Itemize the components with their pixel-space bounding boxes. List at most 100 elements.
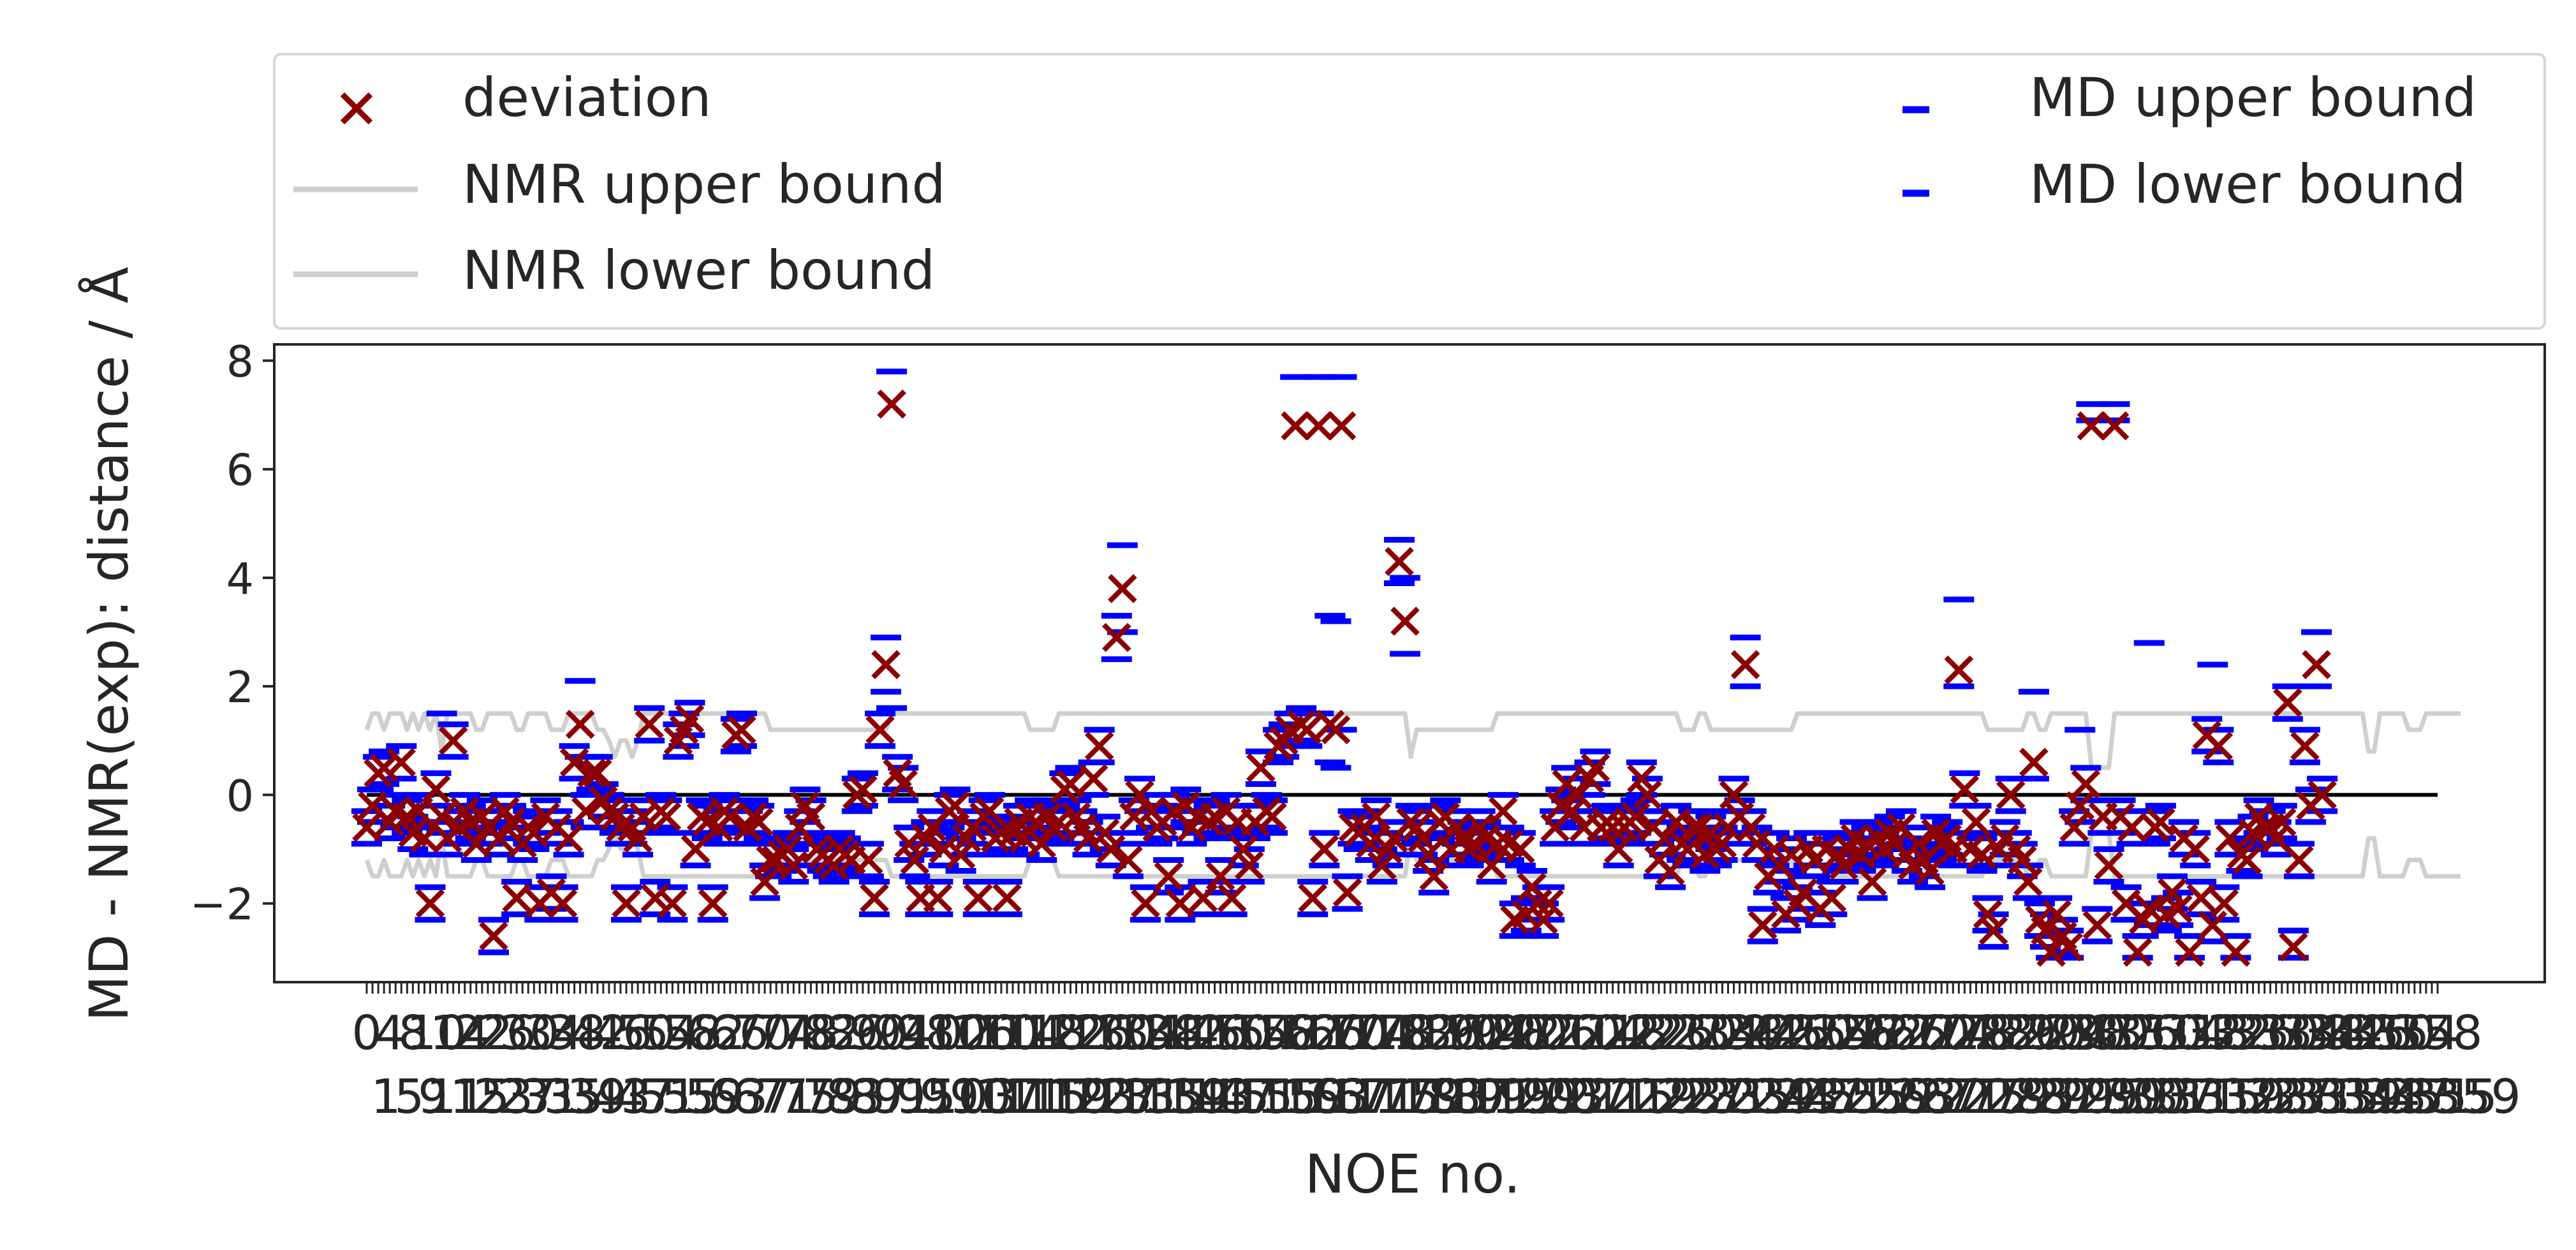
deviation-point [900,845,930,875]
x-tick-label: 239 [1726,1070,1816,1124]
x-tick-label: 54 [639,1006,699,1061]
deviation-point [1281,411,1311,441]
deviation-point-stroke [1621,802,1651,832]
x-tick-label: 302 [2067,1006,2157,1061]
deviation-point-stroke [1327,411,1357,441]
deviation-point-stroke [427,802,457,832]
deviation-point [992,883,1022,913]
deviation-point-stroke [681,834,710,864]
deviation-point [629,802,658,832]
deviation-point [2134,894,2164,923]
deviation-point-stroke [1633,780,1662,810]
x-tick-label: 155 [1233,1070,1323,1124]
deviation-point-stroke [2204,731,2234,761]
x-axis: 0481014222630343842465054586266707478828… [351,982,2521,1124]
x-tick-label: 190 [1415,1006,1505,1061]
deviation-point [1707,829,1737,858]
deviation-point [2146,807,2175,837]
x-tick-label: 0 [351,1006,381,1061]
x-tick-label: 26 [476,1006,536,1061]
x-tick-label: 51 [638,1070,698,1124]
deviation-point [2181,834,2210,864]
deviation-point-stroke [1361,802,1391,832]
deviation-point [2279,932,2308,962]
x-tick-label: 215 [1586,1070,1675,1124]
deviation-point [1010,823,1039,853]
deviation-point [1967,840,1997,869]
deviation-point-stroke [1154,862,1184,891]
deviation-point-stroke [554,823,584,853]
deviation-point-stroke [1788,878,1818,908]
deviation-point-stroke [398,818,428,848]
deviation-point-stroke [1603,834,1633,864]
x-tick-label: 22 [453,1006,513,1061]
deviation-point [1419,862,1449,891]
x-tick-label: 126 [1043,1006,1133,1061]
x-tick-label: 278 [1927,1006,2017,1061]
deviation-point-stroke [2082,910,2112,940]
deviation-point-stroke [652,802,682,832]
x-tick-label: 59 [684,1070,744,1124]
deviation-point-stroke [2232,845,2262,875]
deviation-point-stroke [1950,775,1980,804]
deviation-point [2019,747,2049,777]
x-tick-label: 50 [616,1006,676,1061]
x-tick-label: 30 [499,1006,559,1061]
deviation-point-stroke [2123,938,2153,967]
deviation-point [1205,862,1235,891]
deviation-point-stroke [600,802,629,832]
deviation-point-stroke [381,797,411,826]
x-tick-label: 83 [825,1070,885,1124]
deviation-point-stroke [1887,812,1916,842]
deviation-point [923,883,953,913]
deviation-point [1298,883,1328,913]
x-tick-label: 271 [1914,1070,2004,1124]
deviation-point-stroke [1707,829,1737,858]
deviation-point-stroke [2285,845,2314,875]
deviation-point-stroke [1563,780,1593,810]
x-tick-label: 247 [1773,1070,1863,1124]
deviation-point [640,883,670,913]
deviation-point-stroke [1748,910,1777,940]
deviation-point [352,812,381,842]
deviation-point-stroke [2059,812,2089,842]
deviation-point-stroke [1684,812,1714,842]
deviation-point-stroke [871,650,901,679]
deviation-point [1188,883,1218,913]
deviation-point [1154,862,1184,891]
x-tick-label: 315 [2172,1070,2262,1124]
deviation-point-stroke [1448,823,1478,853]
x-tick-label: 335 [2290,1070,2380,1124]
deviation-point-stroke [623,823,652,853]
deviation-point-stroke [894,829,924,858]
x-tick-label: 338 [2276,1006,2366,1061]
deviation-point-stroke [2267,807,2297,837]
deviation-point [1258,802,1287,832]
deviation-point-stroke [496,807,526,837]
deviation-point [888,769,918,799]
deviation-point [409,823,439,853]
deviation-point-stroke [1027,829,1057,858]
deviation-point [1096,834,1126,864]
deviation-point-stroke [369,753,399,783]
x-tick-label: 4 [375,1006,405,1061]
x-tick-label: 234 [1671,1006,1761,1061]
deviation-point-stroke [1546,791,1576,821]
deviation-point-stroke [2273,688,2302,717]
x-tick-label: 78 [779,1006,839,1061]
deviation-point [496,807,526,837]
deviation-point-stroke [1736,812,1766,842]
deviation-point [2036,938,2066,967]
deviation-point [1523,888,1552,918]
x-tick-label: 195 [1468,1070,1558,1124]
deviation-point-stroke [548,888,578,918]
x-tick-label: 42 [570,1006,629,1061]
x-tick-label: 226 [1624,1006,1714,1061]
deviation-point [1535,888,1564,918]
deviation-point [1603,834,1633,864]
deviation-point [2117,812,2147,842]
x-tick-label: 298 [2043,1006,2133,1061]
deviation-point [1073,823,1103,853]
deviation-point-stroke [1580,753,1610,783]
deviation-point [2071,769,2101,799]
